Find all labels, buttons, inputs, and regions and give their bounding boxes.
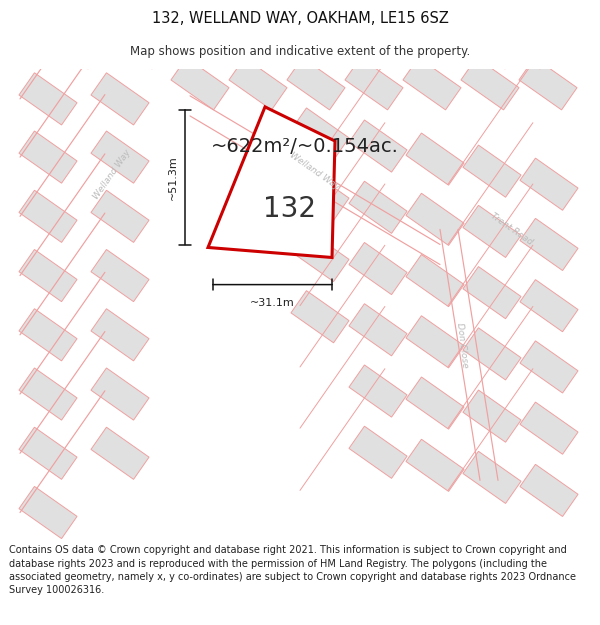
Polygon shape [91, 368, 149, 420]
Polygon shape [91, 190, 149, 242]
Polygon shape [345, 58, 403, 110]
Polygon shape [520, 218, 578, 271]
Polygon shape [19, 309, 77, 361]
Polygon shape [519, 58, 577, 110]
Text: Welland Way: Welland Way [289, 151, 341, 192]
Polygon shape [19, 368, 77, 420]
Polygon shape [463, 145, 521, 198]
Polygon shape [91, 72, 149, 125]
Polygon shape [406, 193, 464, 246]
Polygon shape [171, 58, 229, 110]
Text: 132: 132 [263, 195, 317, 223]
Text: ~31.1m: ~31.1m [250, 298, 295, 308]
Text: Map shows position and indicative extent of the property.: Map shows position and indicative extent… [130, 45, 470, 58]
Polygon shape [403, 58, 461, 110]
Polygon shape [463, 206, 521, 258]
Polygon shape [287, 58, 345, 110]
Polygon shape [349, 120, 407, 172]
Polygon shape [291, 108, 349, 160]
Polygon shape [91, 249, 149, 302]
Polygon shape [291, 229, 349, 282]
Polygon shape [461, 58, 519, 110]
Polygon shape [208, 107, 335, 258]
Polygon shape [520, 279, 578, 332]
Polygon shape [463, 451, 521, 504]
Polygon shape [406, 254, 464, 307]
Polygon shape [520, 464, 578, 516]
Polygon shape [463, 267, 521, 319]
Polygon shape [349, 426, 407, 478]
Polygon shape [19, 131, 77, 183]
Polygon shape [19, 190, 77, 242]
Polygon shape [229, 58, 287, 110]
Polygon shape [19, 72, 77, 125]
Polygon shape [19, 486, 77, 539]
Polygon shape [520, 341, 578, 393]
Text: Trent Road: Trent Road [489, 212, 535, 247]
Polygon shape [349, 365, 407, 417]
Polygon shape [349, 242, 407, 294]
Polygon shape [91, 131, 149, 183]
Polygon shape [19, 249, 77, 302]
Polygon shape [463, 390, 521, 442]
Text: ~51.3m: ~51.3m [168, 155, 178, 199]
Polygon shape [520, 402, 578, 454]
Polygon shape [291, 168, 349, 221]
Polygon shape [520, 158, 578, 210]
Polygon shape [406, 133, 464, 185]
Text: Welland Way: Welland Way [92, 148, 133, 201]
Polygon shape [406, 439, 464, 491]
Polygon shape [463, 328, 521, 380]
Polygon shape [19, 428, 77, 479]
Text: Don Close: Don Close [455, 322, 469, 368]
Polygon shape [349, 181, 407, 233]
Polygon shape [291, 291, 349, 342]
Text: Contains OS data © Crown copyright and database right 2021. This information is : Contains OS data © Crown copyright and d… [9, 545, 576, 595]
Polygon shape [91, 309, 149, 361]
Polygon shape [406, 377, 464, 429]
Text: 132, WELLAND WAY, OAKHAM, LE15 6SZ: 132, WELLAND WAY, OAKHAM, LE15 6SZ [152, 11, 448, 26]
Polygon shape [349, 304, 407, 356]
Polygon shape [406, 316, 464, 368]
Polygon shape [91, 428, 149, 479]
Text: ~622m²/~0.154ac.: ~622m²/~0.154ac. [211, 136, 399, 156]
